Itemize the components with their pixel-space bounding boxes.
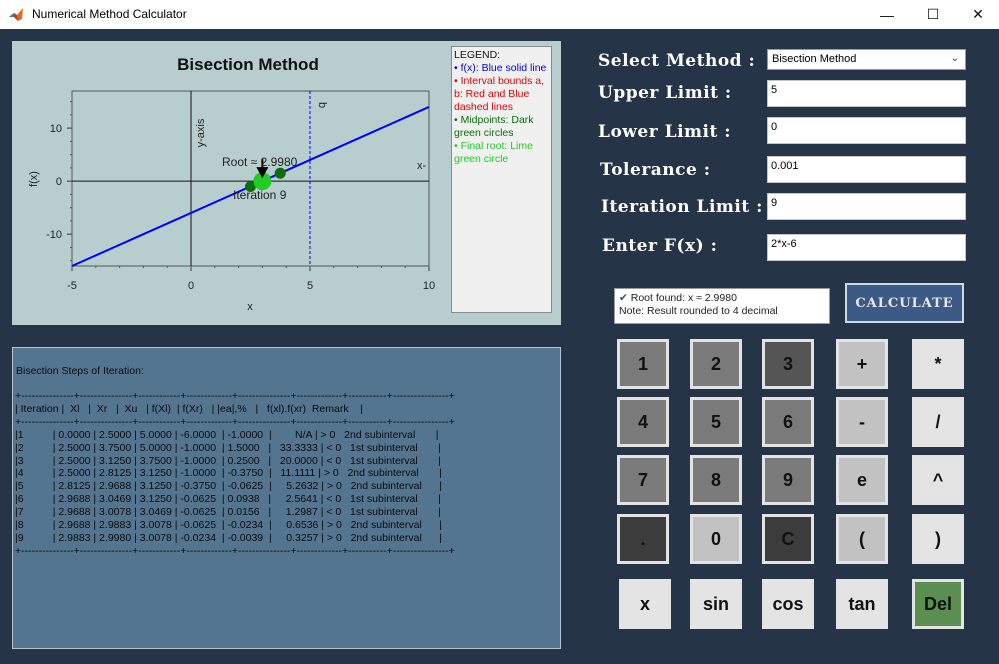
key-x[interactable]: x [619,579,671,629]
maximize-button[interactable]: ☐ [910,0,956,29]
legend-item-root: • Final root: Lime green circle [454,140,533,165]
result-line-note: Note: Result rounded to 4 decimal [619,305,778,317]
minimize-icon: — [880,6,894,23]
iteration-annotation: Iteration 9 [233,188,287,202]
result-box[interactable]: ✔ Root found: x ≈ 2.9980 Note: Result ro… [614,288,830,324]
legend-item-midpoints: • Midpoints: Dark green circles [454,114,534,139]
key-1[interactable]: 1 [617,339,669,389]
key-cos[interactable]: cos [762,579,814,629]
method-label: Select Method : [598,51,756,71]
iteration-limit-label: Iteration Limit : [601,197,763,217]
key-tan[interactable]: tan [836,579,888,629]
tolerance-input[interactable]: 0.001 [767,156,966,183]
key-sin[interactable]: sin [690,579,742,629]
close-button[interactable]: ✕ [955,0,999,29]
x-axis-text: x- [417,160,427,172]
method-select-value: Bisection Method [772,53,857,65]
key-plus[interactable]: + [836,339,888,389]
close-icon: ✕ [972,6,984,22]
key-8[interactable]: 8 [690,455,742,505]
method-select[interactable]: Bisection Method ⌄ [767,49,966,70]
upper-limit-label: Upper Limit : [598,83,732,103]
x-tick-label: 5 [307,280,313,292]
steps-title: Bisection Steps of Iteration: [16,365,144,377]
upper-limit-input[interactable]: 5 [767,80,966,107]
steps-table: +---------------+---------------+-------… [15,390,455,557]
x-tick-label: 0 [188,280,194,292]
chevron-down-icon: ⌄ [950,53,959,64]
plot-title: Bisection Method [177,55,319,74]
key-power[interactable]: ^ [912,455,964,505]
key-left-paren[interactable]: ( [836,514,888,564]
key-divide[interactable]: / [912,397,964,447]
legend-item-bounds: • Interval bounds a, b: Red and Blue das… [454,75,545,113]
iteration-steps-panel[interactable]: Bisection Steps of Iteration: +---------… [12,347,561,649]
root-arrow-head-icon [256,167,269,179]
maximize-icon: ☐ [926,6,940,22]
result-line-root: Root found: x ≈ 2.9980 [630,292,737,304]
midpoint-marker [245,180,256,192]
x-tick-label: -5 [67,280,77,292]
root-annotation: Root ≈ 2.9980 [222,155,298,169]
iteration-limit-input[interactable]: 9 [767,193,966,220]
window-title: Numerical Method Calculator [32,7,187,21]
key-decimal[interactable]: . [617,514,669,564]
key-4[interactable]: 4 [617,397,669,447]
key-multiply[interactable]: * [912,339,964,389]
title-bar: Numerical Method Calculator — ☐ ✕ [0,0,999,29]
legend-box: LEGEND: • f(x): Blue solid line • Interv… [451,46,552,313]
y-tick-label: 0 [56,176,62,188]
lower-limit-input[interactable]: 0 [767,117,966,144]
root-marker [253,172,272,191]
key-2[interactable]: 2 [690,339,742,389]
key-6[interactable]: 6 [762,397,814,447]
function-input[interactable]: 2*x-6 [767,234,966,261]
key-right-paren[interactable]: ) [912,514,964,564]
b-bound-label: b [316,102,328,108]
function-label: Enter F(x) : [602,236,718,256]
tolerance-label: Tolerance : [600,160,711,180]
key-minus[interactable]: - [836,397,888,447]
key-7[interactable]: 7 [617,455,669,505]
key-5[interactable]: 5 [690,397,742,447]
y-tick-label: -10 [46,229,62,241]
x-tick-label: 10 [423,280,435,292]
plot-panel: Bisection Method -5 0 5 10 10 0 -10 x f(x) y-a… [12,41,561,325]
y-axis-text: y-axis [195,118,207,147]
y-axis-label: f(x) [28,171,40,187]
calculate-button[interactable]: CALCULATE [845,283,964,323]
matlab-logo-icon [9,8,23,21]
key-0[interactable]: 0 [690,514,742,564]
minimize-button[interactable]: — [864,0,910,29]
midpoint-marker [274,167,286,179]
lower-limit-label: Lower Limit : [598,122,732,142]
key-clear[interactable]: C [762,514,814,564]
plot-area [71,90,430,267]
key-e[interactable]: e [836,455,888,505]
x-axis-label: x [247,301,253,313]
key-9[interactable]: 9 [762,455,814,505]
key-delete[interactable]: Del [912,579,964,629]
check-icon: ✔ [619,292,628,304]
y-tick-label: 10 [50,123,62,135]
legend-item-fx: • f(x): Blue solid line [454,62,547,74]
key-3[interactable]: 3 [762,339,814,389]
legend-title: LEGEND: [454,49,501,61]
bisection-plot: Bisection Method -5 0 5 10 10 0 -10 x f(x) y-a… [28,55,435,313]
